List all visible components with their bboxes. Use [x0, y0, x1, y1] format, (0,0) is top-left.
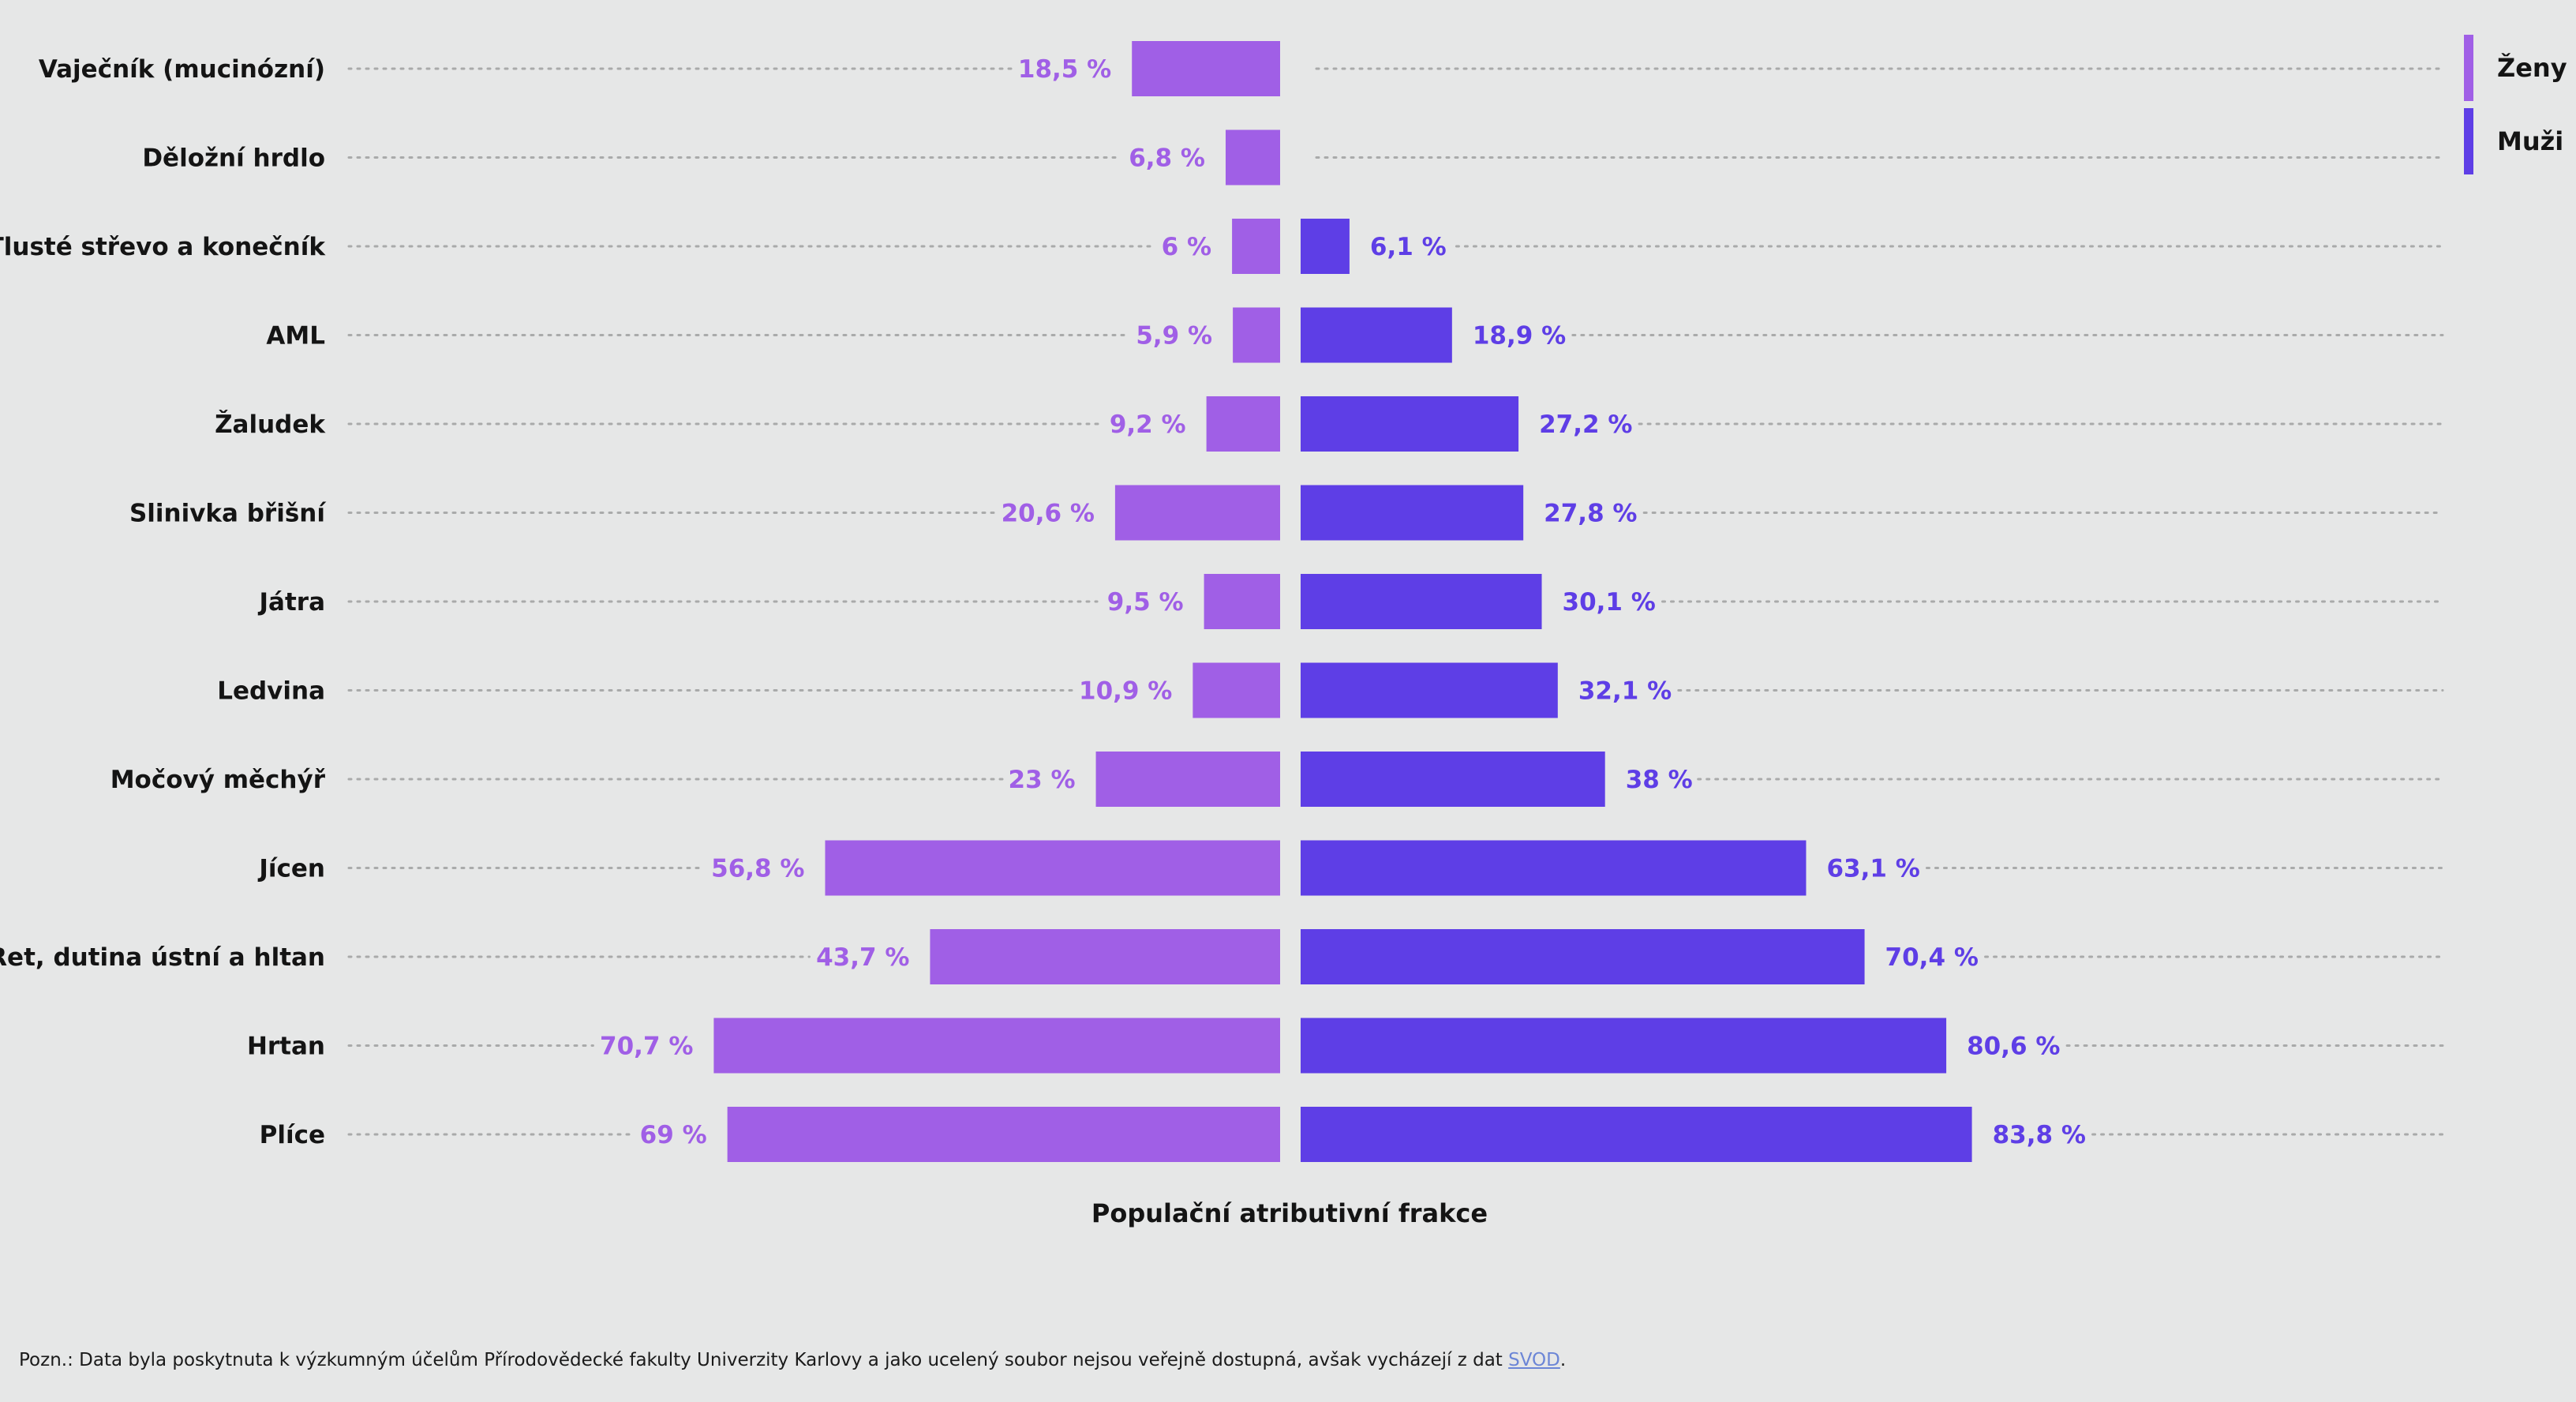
bar-muzi-slinivka-brisni [1301, 485, 1524, 541]
value-label-zeny-hrtan: 70,7 % [600, 1033, 693, 1061]
value-label-zeny-aml: 5,9 % [1136, 322, 1212, 350]
value-label-zeny-mocovy-mechyr: 23 % [1009, 766, 1076, 794]
value-label-zeny-tluste-strevo-a-konecnik: 6 % [1162, 233, 1211, 261]
category-label-slinivka-brisni: Slinivka břišní [129, 500, 326, 528]
category-label-jatra: Játra [258, 588, 325, 617]
svod-link[interactable]: SVOD [1508, 1350, 1560, 1370]
bar-zeny-zaludek [1206, 396, 1280, 452]
bar-zeny-ledvina [1193, 662, 1280, 718]
value-label-muzi-ret-dutina-ustni-a-hltan: 70,4 % [1885, 943, 1979, 972]
value-label-zeny-ret-dutina-ustni-a-hltan: 43,7 % [816, 943, 909, 972]
category-label-mocovy-mechyr: Močový měchýř [110, 766, 326, 794]
bar-muzi-jicen [1301, 840, 1807, 896]
bar-zeny-tluste-strevo-a-konecnik [1232, 219, 1280, 274]
row-guides [347, 67, 2444, 1136]
bar-zeny-slinivka-brisni [1114, 485, 1280, 541]
category-label-ledvina: Ledvina [217, 677, 325, 706]
value-label-muzi-slinivka-brisni: 27,8 % [1544, 500, 1637, 528]
value-label-muzi-jatra: 30,1 % [1563, 588, 1656, 617]
legend-swatch-muzi [2464, 108, 2473, 174]
category-label-delozni-hrdlo: Děložní hrdlo [142, 144, 325, 173]
category-label-aml: AML [266, 322, 325, 350]
legend-swatch-zeny [2464, 35, 2473, 101]
value-label-muzi-aml: 18,9 % [1473, 322, 1566, 350]
bar-muzi-zaludek [1301, 396, 1519, 452]
legend-label-zeny: Ženy [2497, 53, 2567, 83]
footnote-text: Pozn.: Data byla poskytnuta k výzkumným … [19, 1350, 1509, 1370]
value-label-muzi-zaludek: 27,2 % [1539, 410, 1632, 439]
footnote-end: . [1559, 1350, 1567, 1370]
value-label-zeny-jatra: 9,5 % [1107, 588, 1184, 617]
bar-zeny-vajecnik-mucinozni [1132, 41, 1280, 96]
bar-muzi-ledvina [1301, 662, 1558, 718]
category-label-tluste-strevo-a-konecnik: Tlusté střevo a konečník [0, 233, 326, 261]
value-label-zeny-plice: 69 % [640, 1121, 707, 1149]
bar-zeny-delozni-hrdlo [1225, 129, 1280, 186]
value-label-zeny-slinivka-brisni: 20,6 % [1002, 500, 1095, 528]
value-label-muzi-ledvina: 32,1 % [1578, 677, 1672, 706]
category-label-vajecnik-mucinozni: Vaječník (mucinózní) [39, 55, 325, 84]
bar-muzi-aml [1301, 307, 1452, 363]
category-label-zaludek: Žaludek [215, 410, 326, 439]
category-label-hrtan: Hrtan [247, 1033, 325, 1061]
legend: Ženy Muži [2464, 35, 2567, 174]
bars [713, 41, 1972, 1162]
footnote: Pozn.: Data byla poskytnuta k výzkumným … [19, 1350, 1566, 1370]
bar-zeny-jicen [825, 840, 1280, 896]
bar-muzi-plice [1301, 1107, 1972, 1162]
value-label-zeny-zaludek: 9,2 % [1110, 410, 1186, 439]
bar-zeny-ret-dutina-ustni-a-hltan [930, 929, 1280, 984]
bar-zeny-hrtan [713, 1018, 1280, 1074]
category-label-plice: Plíce [260, 1121, 325, 1149]
bar-zeny-plice [727, 1107, 1280, 1162]
x-axis-title: Populační atributivní frakce [1091, 1198, 1488, 1228]
value-label-zeny-ledvina: 10,9 % [1079, 677, 1172, 706]
value-label-muzi-mocovy-mechyr: 38 % [1626, 766, 1693, 794]
value-label-muzi-tluste-strevo-a-konecnik: 6,1 % [1370, 233, 1447, 261]
bar-zeny-mocovy-mechyr [1095, 752, 1280, 807]
category-label-ret-dutina-ustni-a-hltan: Ret, dutina ústní a hltan [0, 943, 325, 972]
value-label-zeny-delozni-hrdlo: 6,8 % [1129, 144, 1205, 173]
labels: Vaječník (mucinózní) 18,5 % Děložní hrdlo 6… [0, 55, 2086, 1149]
value-label-zeny-vajecnik-mucinozni: 18,5 % [1018, 55, 1111, 84]
value-label-muzi-hrtan: 80,6 % [1967, 1033, 2060, 1061]
bar-muzi-tluste-strevo-a-konecnik [1301, 219, 1350, 274]
bar-muzi-mocovy-mechyr [1301, 752, 1605, 807]
value-label-muzi-jicen: 63,1 % [1826, 855, 1919, 883]
bar-zeny-jatra [1204, 574, 1280, 629]
category-label-jicen: Jícen [257, 855, 325, 883]
bar-zeny-aml [1233, 307, 1280, 363]
bar-muzi-ret-dutina-ustni-a-hltan [1301, 929, 1865, 984]
value-label-muzi-plice: 83,8 % [1993, 1121, 2086, 1149]
bar-muzi-jatra [1301, 574, 1542, 629]
legend-label-muzi: Muži [2497, 126, 2563, 156]
value-label-zeny-jicen: 56,8 % [711, 855, 804, 883]
bar-muzi-hrtan [1301, 1018, 1947, 1074]
